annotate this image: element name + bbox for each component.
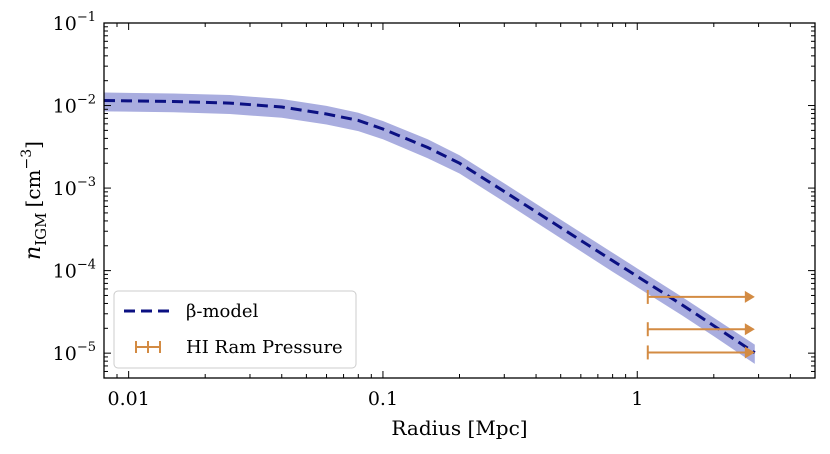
x-axis-label: Radius [Mpc]	[391, 416, 527, 440]
y-tick-label: 10−5	[53, 340, 96, 365]
y-tick-label: 10−2	[53, 93, 96, 118]
legend-box	[113, 290, 357, 369]
y-axis-label-unit-open: [cm	[21, 169, 45, 207]
y-tick-label: 10−4	[53, 258, 96, 283]
hi-ram-pressure-layer	[646, 289, 755, 360]
y-axis-label-superscript: −3	[19, 149, 35, 170]
y-tick-label: 10−3	[53, 175, 96, 200]
hi-limit-1-arrowhead	[744, 323, 755, 336]
legend-label: HI Ram Pressure	[186, 337, 343, 358]
hi-limit-0-arrowhead	[744, 290, 755, 303]
x-tick-label: 0.01	[107, 388, 149, 410]
legend-label: β-model	[186, 301, 259, 322]
legend: β-model HI Ram Pressure	[113, 290, 357, 369]
y-axis-label-unit-close: ]	[21, 141, 45, 149]
ticks: 0.01 0.1 1 10−5 10−4 10−3 10−2 10−1	[53, 10, 816, 410]
hi-limit-2-arrowhead	[744, 346, 755, 359]
y-axis-label-symbol: n	[21, 246, 46, 260]
x-tick-label: 1	[631, 388, 643, 410]
y-axis-label: nIGM [cm−3]	[19, 141, 50, 260]
y-axis-label-subscript: IGM	[32, 212, 50, 245]
series-layer	[103, 99, 756, 355]
y-tick-label: 10−1	[53, 10, 96, 35]
beta-model-line	[103, 99, 756, 355]
x-tick-label: 0.1	[368, 388, 398, 410]
